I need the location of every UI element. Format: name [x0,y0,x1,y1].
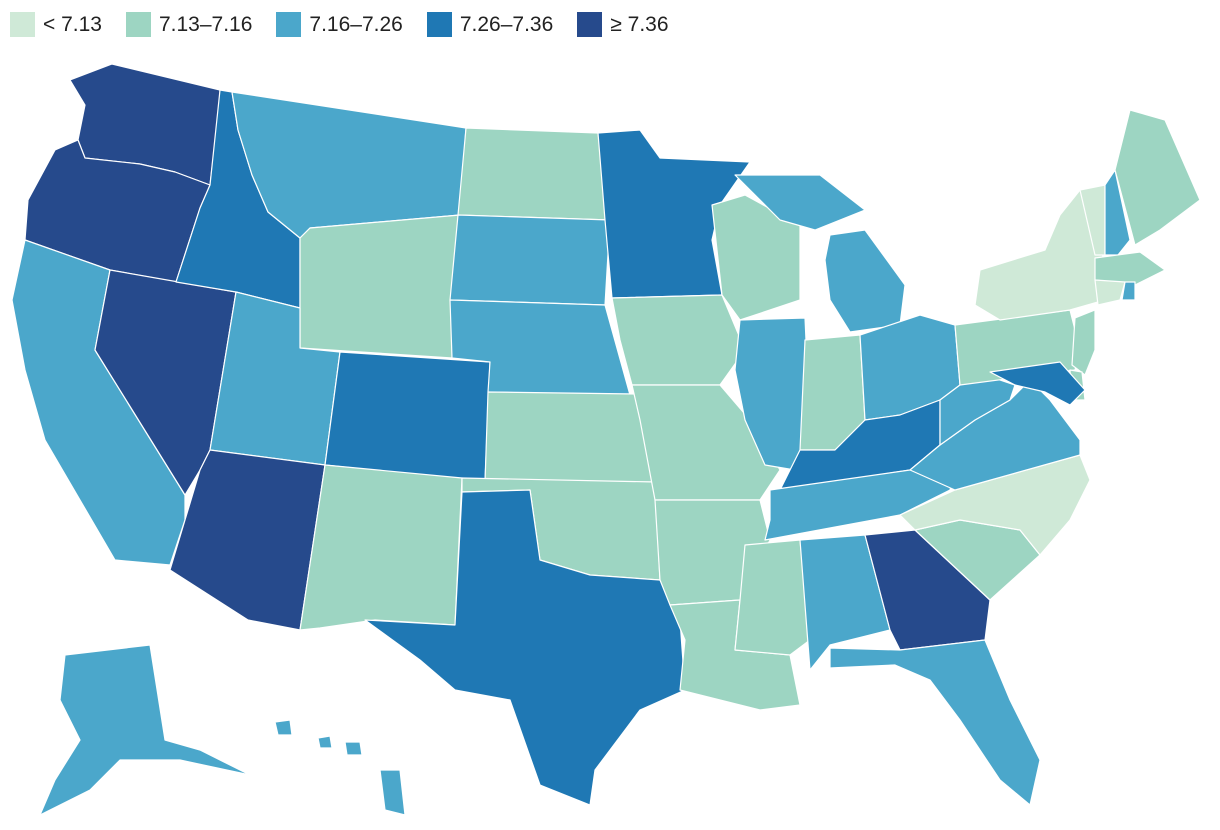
state-tx [364,489,686,806]
state-shape [457,127,611,221]
state-sd [449,214,611,306]
legend-label: 7.26–7.36 [459,12,554,36]
state-wi [711,194,801,321]
state-nd [457,127,611,221]
state-shape [1094,279,1126,306]
state-me [1114,109,1201,246]
state-shape [344,741,363,756]
state-shape [317,735,333,749]
legend-item-7-13-7-16: 7.13–7.16 [125,12,253,37]
state-shape [799,534,891,671]
legend-item-7-16-7-26: 7.16–7.26 [276,12,403,37]
state-shape [989,361,1086,406]
state-shape [299,214,461,359]
legend-label: 7.13–7.16 [158,12,253,36]
state-shape [631,384,781,501]
state-shape [39,644,251,816]
state-shape [611,294,746,386]
state-nj [1071,309,1096,376]
state-shape [734,174,866,231]
state-co [324,351,491,483]
state-shape [1121,281,1136,301]
state-shape [824,229,906,333]
state-shape [734,317,811,471]
legend-swatch [276,12,302,37]
state-shape [449,214,611,306]
state-nh [1104,169,1131,256]
legend-swatch [426,12,452,37]
state-shape [299,464,463,631]
state-shape [711,194,801,321]
legend: < 7.13 7.13–7.16 7.16–7.26 7.26–7.36 ≥ 7… [10,12,693,37]
state-ma [1094,251,1166,286]
state-ia [611,294,746,386]
state-ak [39,644,251,816]
state-shape [324,351,491,483]
state-ct [1094,279,1126,306]
legend-item-lt-7-13: < 7.13 [10,12,102,37]
state-shape [1114,109,1201,246]
state-shape [829,639,1041,806]
state-shape [379,769,406,816]
state-mi [734,174,906,333]
state-hi [274,719,406,816]
state-shape [1094,251,1166,286]
state-shape [484,391,656,483]
legend-item-7-26-7-36: 7.26–7.36 [426,12,554,37]
state-fl [829,639,1041,806]
state-mo [631,384,781,501]
legend-swatch [10,12,35,37]
legend-swatch [125,12,151,37]
state-shape [1071,309,1096,376]
legend-label: < 7.13 [43,12,102,36]
state-il [734,317,811,471]
legend-label: ≥ 7.36 [610,12,669,36]
state-md [989,361,1086,406]
legend-label: 7.16–7.26 [309,12,403,36]
state-ks [484,391,656,483]
state-ms [734,539,811,656]
state-shape [1104,169,1131,256]
legend-swatch [577,12,603,37]
state-shape [274,719,293,736]
state-ri [1121,281,1136,301]
state-shape [734,539,811,656]
states-layer [11,63,1201,816]
state-nm [299,464,463,631]
state-al [799,534,891,671]
state-wy [299,214,461,359]
legend-item-gte-7-36: ≥ 7.36 [577,12,669,37]
state-shape [364,489,686,806]
